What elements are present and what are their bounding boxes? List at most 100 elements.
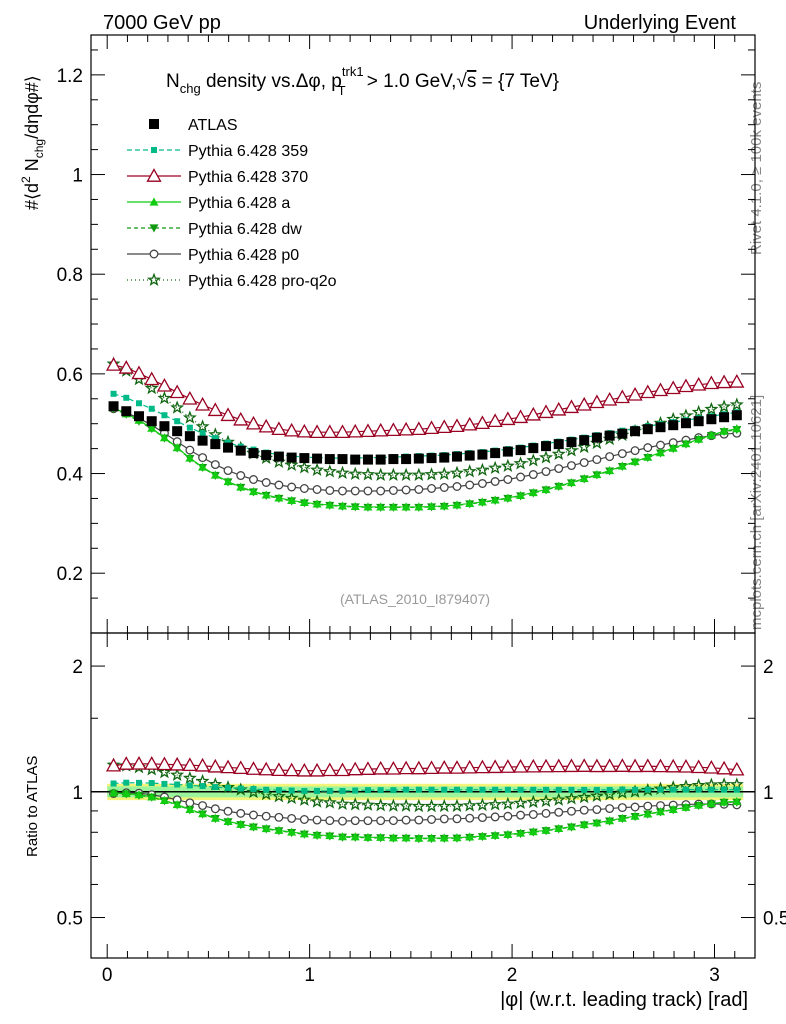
ratio-point xyxy=(334,762,351,777)
data-point xyxy=(194,396,211,411)
data-point xyxy=(503,493,513,502)
data-point xyxy=(477,479,487,488)
ratio-point xyxy=(159,795,169,805)
ratio-point xyxy=(465,832,475,841)
ratio-point xyxy=(500,759,516,773)
ratio-point xyxy=(466,786,473,793)
legend-label: Pythia 6.428 370 xyxy=(188,169,308,186)
ratio-point xyxy=(512,758,529,773)
data-point xyxy=(451,451,462,462)
series-pythia-6-428-a xyxy=(109,403,742,842)
ratio-point xyxy=(248,822,258,831)
ratio-point xyxy=(449,760,465,774)
data-point xyxy=(449,418,465,433)
data-point xyxy=(274,480,284,490)
data-point xyxy=(564,443,579,457)
data-point xyxy=(554,464,564,474)
ratio-point xyxy=(310,794,325,808)
data-point xyxy=(376,486,386,496)
data-point xyxy=(161,412,168,419)
ratio-point xyxy=(504,786,511,793)
legend-entry: Pythia 6.428 370 xyxy=(127,168,308,186)
data-point xyxy=(500,411,516,426)
data-point xyxy=(414,485,424,494)
ratio-point xyxy=(592,805,602,815)
ratio-point xyxy=(719,797,729,806)
data-point xyxy=(170,400,185,414)
ratio-point xyxy=(462,798,477,812)
data-point xyxy=(133,411,144,422)
data-point xyxy=(694,434,704,443)
data-point xyxy=(401,454,412,465)
ratio-point xyxy=(198,809,208,818)
ratio-point xyxy=(619,786,626,793)
ratio-point xyxy=(172,800,182,809)
ratio-point xyxy=(551,758,567,773)
ratio-point xyxy=(568,786,575,793)
data-point xyxy=(186,424,193,431)
ratio-point xyxy=(296,762,312,777)
data-point xyxy=(373,422,389,437)
data-point xyxy=(566,478,576,487)
ratio-point xyxy=(681,802,691,811)
data-point xyxy=(411,467,426,481)
data-point xyxy=(424,467,439,481)
ratio-point xyxy=(427,815,437,824)
data-point xyxy=(210,460,220,470)
ratio-point xyxy=(398,760,414,775)
legend-label: Pythia 6.428 pro-q2o xyxy=(188,273,337,290)
ratio-tick-label-right: 0.5 xyxy=(763,909,786,930)
ratio-point xyxy=(732,797,742,806)
data-point xyxy=(284,457,299,472)
data-point xyxy=(350,501,360,511)
data-point xyxy=(198,462,208,471)
ratio-point xyxy=(528,827,538,836)
data-point xyxy=(248,486,258,496)
ratio-point xyxy=(325,831,335,840)
data-point xyxy=(108,401,119,412)
ratio-point xyxy=(721,786,728,793)
ratio-point xyxy=(364,787,371,794)
ratio-point xyxy=(492,786,499,793)
ratio-point xyxy=(644,786,651,793)
ratio-point xyxy=(263,786,270,793)
chart-title: Nchg density vs.Δφ, ptrk1 T > 1.0 GeV,√s … xyxy=(166,64,559,98)
data-point xyxy=(656,448,666,457)
data-point xyxy=(135,400,142,407)
data-point xyxy=(185,445,195,455)
data-point xyxy=(210,439,221,450)
ratio-point xyxy=(708,786,715,793)
ratio-point xyxy=(401,833,411,842)
data-point xyxy=(439,483,449,492)
legend-entry: Pythia 6.428 a xyxy=(127,195,290,212)
data-point xyxy=(706,430,716,439)
data-point xyxy=(668,443,678,452)
data-point xyxy=(287,495,297,505)
data-point xyxy=(617,428,628,439)
ratio-point xyxy=(589,758,605,773)
ratio-point xyxy=(338,816,347,826)
ratio-point xyxy=(174,781,181,788)
ratio-point xyxy=(441,786,448,793)
ratio-point xyxy=(465,813,475,823)
data-point xyxy=(198,453,208,463)
ratio-point xyxy=(668,804,678,814)
ratio-point xyxy=(170,767,185,781)
ratio-point xyxy=(169,756,185,771)
ratio-tick-label-left: 1 xyxy=(72,783,83,804)
data-point xyxy=(652,382,669,397)
data-point xyxy=(437,466,452,480)
data-point xyxy=(350,454,361,465)
data-point xyxy=(665,380,681,395)
ratio-point xyxy=(581,786,588,793)
ratio-point xyxy=(363,816,373,826)
data-point xyxy=(538,404,554,419)
ratio-point xyxy=(373,798,388,812)
ratio-point xyxy=(657,786,664,793)
data-point xyxy=(144,371,160,386)
ratio-point xyxy=(566,822,576,831)
data-point xyxy=(500,458,515,473)
data-point xyxy=(462,464,477,478)
data-point xyxy=(513,456,528,470)
series-pythia-6-428-370 xyxy=(105,357,745,777)
